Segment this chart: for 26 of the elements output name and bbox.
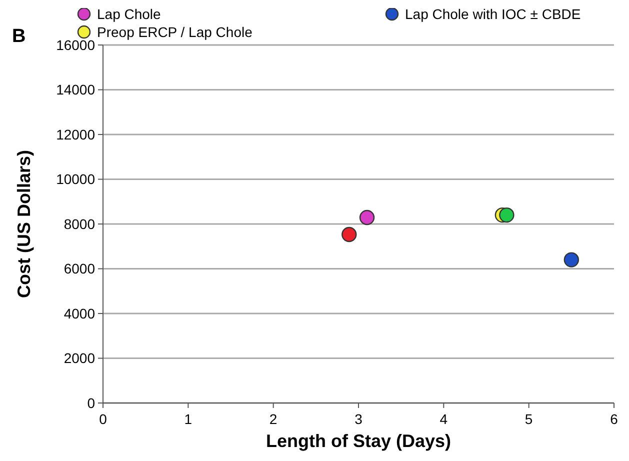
- point: [342, 226, 357, 242]
- x-tick-label: 5: [524, 411, 533, 427]
- legend-label: Preop ERCP / Lap Chole: [97, 24, 253, 40]
- y-tick-label: 8000: [64, 216, 96, 232]
- y-tick-label: 2000: [64, 350, 96, 366]
- x-axis-title: Length of Stay (Days): [266, 431, 452, 451]
- y-tick-label: 14000: [56, 82, 96, 98]
- x-tick-label: 6: [610, 411, 618, 427]
- y-tick-label: 12000: [56, 126, 96, 142]
- legend-label: Lap Chole with IOC ± CBDE: [405, 6, 581, 22]
- y-tick-label: 16000: [56, 36, 96, 53]
- y-tick-label: 10000: [56, 171, 96, 188]
- text: B: [12, 26, 26, 47]
- legend-label: Lap Chole: [97, 6, 162, 22]
- x-tick-label: 0: [99, 411, 108, 427]
- x-tick-label: 2: [269, 411, 278, 427]
- x-tick-label: 3: [354, 411, 363, 427]
- point: [564, 252, 580, 268]
- y-tick-label: 0: [87, 394, 96, 411]
- x-tick-label: 1: [184, 411, 192, 427]
- y-tick-label: 6000: [64, 260, 96, 277]
- point: [499, 207, 514, 223]
- x-tick-label: 4: [440, 411, 448, 427]
- point: [359, 210, 375, 226]
- y-tick-label: 4000: [64, 305, 96, 322]
- y-axis-title: Cost (US Dollars): [14, 150, 34, 298]
